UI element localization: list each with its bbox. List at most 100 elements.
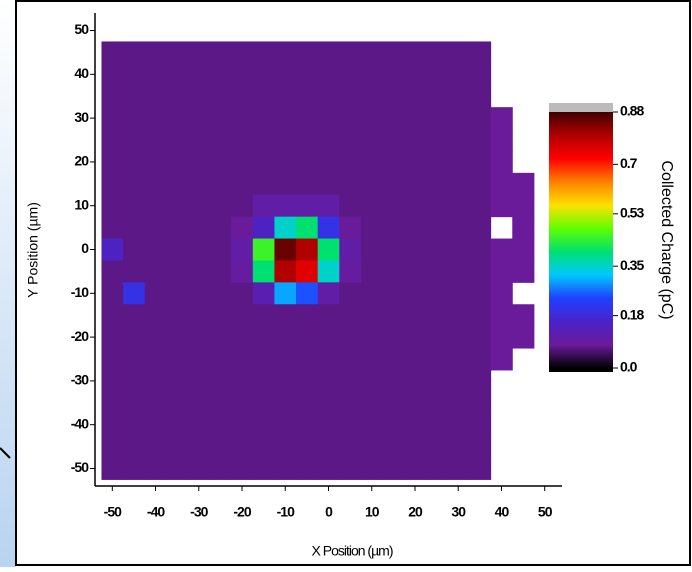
heatmap-cell: [469, 413, 492, 437]
heatmap-cell: [274, 457, 297, 480]
heatmap-cell: [209, 107, 232, 130]
heatmap-cell: [187, 172, 211, 196]
heatmap-cell: [447, 457, 470, 480]
heatmap-cell: [296, 326, 319, 349]
heatmap-cell: [360, 391, 384, 415]
heatmap-cell: [425, 85, 448, 108]
heatmap-cell: [425, 304, 448, 327]
x-axis-label: X Position (µm): [312, 543, 393, 559]
heatmap-cell: [339, 63, 362, 86]
heatmap-cell: [404, 107, 427, 130]
heatmap-cell: [447, 238, 470, 261]
heatmap-cell: [382, 172, 405, 196]
heatmap-cell: [512, 304, 535, 327]
colorbar-tick-label: 0.88: [620, 103, 644, 119]
heatmap-cell: [123, 457, 146, 480]
heatmap-cell: [469, 41, 492, 64]
heatmap-cell: [296, 216, 319, 240]
heatmap-cell: [317, 238, 340, 261]
heatmap-cell: [339, 413, 362, 437]
heatmap-cell: [101, 216, 124, 240]
colorbar: [549, 112, 613, 368]
heatmap-cell: [404, 326, 427, 349]
colorbar-tick-label: 0.18: [620, 306, 644, 322]
heatmap-cell: [187, 150, 211, 174]
heatmap-cell: [404, 348, 427, 371]
heatmap-cell: [469, 260, 492, 283]
heatmap-cell: [382, 304, 405, 327]
heatmap-cell: [339, 194, 362, 218]
heatmap-cell: [231, 150, 254, 174]
heatmap-cell: [382, 413, 405, 437]
heatmap-cell: [187, 413, 211, 437]
y-tick-label: -10: [71, 284, 89, 300]
heatmap-cell: [101, 413, 124, 437]
heatmap-cell: [296, 129, 319, 152]
heatmap-cell: [144, 172, 167, 196]
heatmap-cell: [144, 348, 167, 371]
heatmap-cell: [252, 457, 275, 480]
heatmap-cell: [123, 260, 146, 283]
y-tick-label: 30: [74, 109, 89, 125]
heatmap-cell: [166, 369, 189, 393]
heatmap-cell: [469, 194, 492, 218]
heatmap-cell: [231, 172, 254, 196]
heatmap-cell: [144, 129, 167, 152]
heatmap-cell: [166, 41, 189, 64]
heatmap-cell: [425, 369, 448, 393]
heatmap-cell: [123, 413, 146, 437]
x-tick-label: -30: [190, 504, 208, 520]
heatmap-cell: [209, 85, 232, 108]
heatmap-cell: [339, 260, 362, 283]
heatmap-cell: [490, 282, 513, 305]
heatmap-cell: [404, 194, 427, 218]
heatmap-cell: [166, 172, 189, 196]
heatmap-cell: [187, 260, 211, 283]
heatmap-cell: [425, 238, 448, 261]
heatmap-cell: [166, 391, 189, 415]
heatmap-cell: [274, 413, 297, 437]
heatmap-cell: [360, 260, 384, 283]
colorbar-over: [549, 103, 613, 112]
heatmap-cell: [317, 129, 340, 152]
heatmap-cell: [447, 348, 470, 371]
heatmap-cell: [382, 85, 405, 108]
heatmap-cell: [144, 304, 167, 327]
heatmap-cell: [425, 194, 448, 218]
heatmap-cell: [317, 216, 340, 240]
heatmap-cell: [144, 282, 167, 305]
heatmap-cell: [209, 282, 232, 305]
heatmap-cell: [447, 63, 470, 86]
heatmap-cell: [490, 107, 513, 130]
y-tick-label: 10: [74, 196, 89, 212]
heatmap-cell: [209, 194, 232, 218]
heatmap-cell: [231, 260, 254, 283]
heatmap-cell: [231, 63, 254, 86]
heatmap-cell: [447, 260, 470, 283]
heatmap-cell: [425, 457, 448, 480]
x-tick-label: -20: [233, 504, 251, 520]
x-tick-label: 0: [325, 504, 333, 520]
heatmap-cell: [447, 216, 470, 240]
heatmap-cell: [101, 85, 124, 108]
heatmap-cell: [404, 238, 427, 261]
heatmap-cell: [231, 457, 254, 480]
heatmap-cell: [231, 282, 254, 305]
heatmap-cell: [490, 348, 513, 371]
x-tick-label: -50: [104, 504, 122, 520]
heatmap-cell: [360, 107, 384, 130]
heatmap-cell: [209, 41, 232, 64]
heatmap-cell: [231, 413, 254, 437]
heatmap-cell: [382, 457, 405, 480]
heatmap-cell: [101, 326, 124, 349]
heatmap-cell: [469, 457, 492, 480]
heatmap-cell: [209, 457, 232, 480]
heatmap-cell: [123, 85, 146, 108]
heatmap-cell: [187, 326, 211, 349]
heatmap-cell: [123, 391, 146, 415]
heatmap-cell: [296, 194, 319, 218]
heatmap-cell: [469, 63, 492, 86]
heatmap-cell: [382, 260, 405, 283]
heatmap-cell: [404, 172, 427, 196]
heatmap-cell: [101, 41, 124, 64]
